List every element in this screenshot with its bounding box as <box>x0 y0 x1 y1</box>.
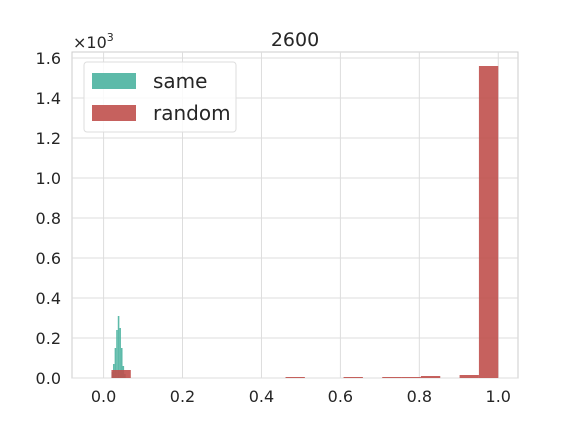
y-multiplier-base: ×10 <box>73 33 107 52</box>
y-multiplier-label: ×103 <box>73 31 114 52</box>
y-tick-label-8: 1.6 <box>36 49 61 68</box>
legend: same random <box>83 61 237 133</box>
y-tick-label-2: 0.4 <box>36 289 61 308</box>
x-tick-label-4: 0.8 <box>407 387 432 406</box>
legend-swatch-random <box>92 105 136 121</box>
y-axis-ticks: 0.0 0.2 0.4 0.6 0.8 1.0 1.2 1.4 1.6 <box>36 49 61 388</box>
bar-same-5 <box>119 328 121 378</box>
x-tick-label-2: 0.4 <box>249 387 274 406</box>
bar-random-4 <box>401 377 421 378</box>
y-tick-label-0: 0.0 <box>36 369 61 388</box>
histogram-bars <box>111 66 499 378</box>
y-tick-label-1: 0.2 <box>36 329 61 348</box>
bar-same-3 <box>116 330 118 378</box>
bar-random-5 <box>420 376 441 378</box>
x-tick-label-0: 0.0 <box>91 387 116 406</box>
x-tick-label-5: 1.0 <box>486 387 511 406</box>
y-tick-label-3: 0.6 <box>36 249 61 268</box>
bar-random-1 <box>285 377 305 378</box>
legend-swatch-same <box>92 73 136 89</box>
bar-random-2 <box>343 377 363 378</box>
legend-label-same: same <box>153 69 207 93</box>
bar-random-7 <box>478 66 499 378</box>
x-axis-ticks: 0.0 0.2 0.4 0.6 0.8 1.0 <box>91 387 511 406</box>
bar-same-6 <box>120 348 123 378</box>
x-tick-label-1: 0.2 <box>170 387 195 406</box>
legend-label-random: random <box>153 101 231 125</box>
y-tick-label-7: 1.4 <box>36 89 61 108</box>
bar-random-0 <box>111 370 131 378</box>
y-tick-label-6: 1.2 <box>36 129 61 148</box>
bar-same-4 <box>117 316 120 378</box>
y-tick-label-5: 1.0 <box>36 169 61 188</box>
bar-random-6 <box>459 375 479 378</box>
y-multiplier-exponent: 3 <box>107 31 114 44</box>
bar-random-3 <box>382 377 402 378</box>
bar-same-2 <box>114 348 117 378</box>
x-tick-label-3: 0.6 <box>328 387 353 406</box>
y-tick-label-4: 0.8 <box>36 209 61 228</box>
chart-title: 2600 <box>271 29 319 51</box>
